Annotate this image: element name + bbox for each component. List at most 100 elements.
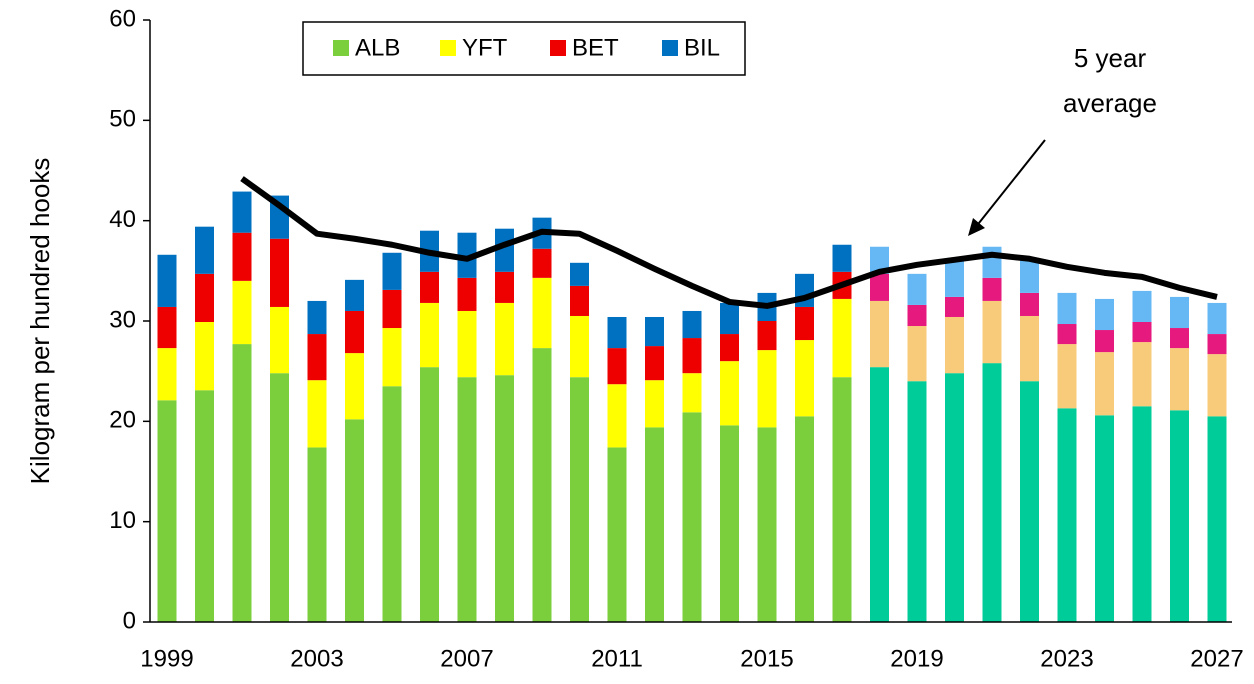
- bar-segment: [682, 373, 702, 413]
- bar-segment: [682, 412, 702, 622]
- bar-segment: [195, 226, 214, 274]
- bar-segment: [982, 300, 1002, 364]
- bar-segment: [1095, 298, 1114, 331]
- bar-segment: [1207, 354, 1227, 417]
- legend-swatch: [662, 40, 678, 56]
- bar-segment: [382, 289, 402, 329]
- bar-segment: [720, 425, 739, 622]
- bar-segment: [1170, 348, 1189, 411]
- bar-segment: [195, 273, 214, 323]
- bar-segment: [382, 328, 402, 387]
- bar-segment: [532, 248, 552, 278]
- annotation: average: [1063, 88, 1157, 118]
- bar-segment: [945, 316, 964, 374]
- legend-label: BET: [572, 34, 619, 61]
- bar-segment: [982, 246, 1002, 278]
- bar-segment: [157, 306, 177, 349]
- bar-segment: [945, 373, 964, 622]
- bar-segment: [1132, 342, 1152, 407]
- bar-segment: [1095, 415, 1114, 622]
- bar-segment: [945, 296, 964, 317]
- bar-segment: [232, 191, 252, 233]
- bar-segment: [682, 310, 702, 339]
- bar-segment: [982, 363, 1002, 622]
- bar-segment: [307, 447, 327, 622]
- bar-segment: [270, 238, 289, 307]
- bar-segment: [607, 384, 627, 448]
- bar-segment: [495, 228, 514, 272]
- annotation: 5 year: [1074, 43, 1147, 73]
- bar-segment: [870, 300, 889, 368]
- bar-segment: [382, 252, 402, 290]
- bar-segment: [1170, 296, 1189, 329]
- bar-segment: [495, 375, 514, 622]
- bar-segment: [1207, 416, 1227, 622]
- bar-segment: [1095, 330, 1114, 353]
- bar-segment: [570, 377, 589, 622]
- bar-segment: [645, 316, 664, 347]
- bar-segment: [1132, 322, 1152, 343]
- bar-segment: [495, 271, 514, 303]
- annotation-arrow: [974, 139, 1046, 229]
- bar-segment: [757, 350, 777, 428]
- y-tick-label: 10: [109, 507, 136, 534]
- bar-segment: [345, 310, 364, 354]
- bar-segment: [195, 322, 214, 391]
- bar-segment: [232, 232, 252, 281]
- bar-segment: [457, 232, 477, 278]
- bar-segment: [345, 279, 364, 311]
- bar-segment: [907, 381, 927, 622]
- bar-segment: [720, 361, 739, 426]
- y-tick-label: 0: [123, 607, 136, 634]
- y-tick-label: 40: [109, 206, 136, 233]
- bar-segment: [345, 419, 364, 622]
- y-tick-label: 30: [109, 306, 136, 333]
- bar-segment: [157, 348, 177, 401]
- bar-segment: [157, 400, 177, 622]
- bar-segment: [420, 271, 439, 303]
- bar-segment: [795, 340, 814, 417]
- bar-segment: [720, 302, 739, 335]
- bar-segment: [870, 246, 889, 274]
- bar-segment: [195, 390, 214, 622]
- x-tick-label: 2023: [1040, 645, 1093, 672]
- bar-segment: [232, 280, 252, 345]
- bar-segment: [307, 334, 327, 381]
- legend-swatch: [440, 40, 456, 56]
- bar-segment: [457, 277, 477, 311]
- bar-segment: [345, 353, 364, 420]
- x-tick-label: 2011: [591, 645, 643, 672]
- x-tick-label: 2007: [440, 645, 493, 672]
- bar-segment: [645, 380, 664, 428]
- bar-segment: [757, 427, 777, 622]
- annotation-arrowhead: [968, 218, 985, 236]
- bar-segment: [157, 254, 177, 307]
- bar-segment: [1170, 328, 1189, 349]
- bar-segment: [795, 416, 814, 622]
- legend-label: BIL: [684, 34, 720, 61]
- legend-label: ALB: [355, 34, 400, 61]
- y-tick-label: 50: [109, 106, 136, 133]
- bar-segment: [570, 315, 589, 378]
- bar-segment: [232, 344, 252, 622]
- bar-segment: [1207, 334, 1227, 355]
- y-tick-label: 20: [109, 407, 136, 434]
- bar-segment: [532, 348, 552, 622]
- bar-segment: [645, 346, 664, 381]
- x-tick-label: 2015: [740, 645, 793, 672]
- bar-segment: [457, 310, 477, 378]
- bar-segment: [1132, 290, 1152, 323]
- bar-segment: [420, 367, 439, 622]
- bar-segment: [420, 302, 439, 368]
- bar-segment: [570, 262, 589, 286]
- bar-segment: [1020, 292, 1039, 316]
- bar-segment: [1057, 408, 1077, 622]
- bar-segment: [832, 377, 852, 622]
- legend-swatch: [333, 40, 349, 56]
- bar-segment: [1057, 344, 1077, 409]
- bar-segment: [307, 380, 327, 448]
- bar-segment: [570, 285, 589, 316]
- bar-segment: [1095, 352, 1114, 416]
